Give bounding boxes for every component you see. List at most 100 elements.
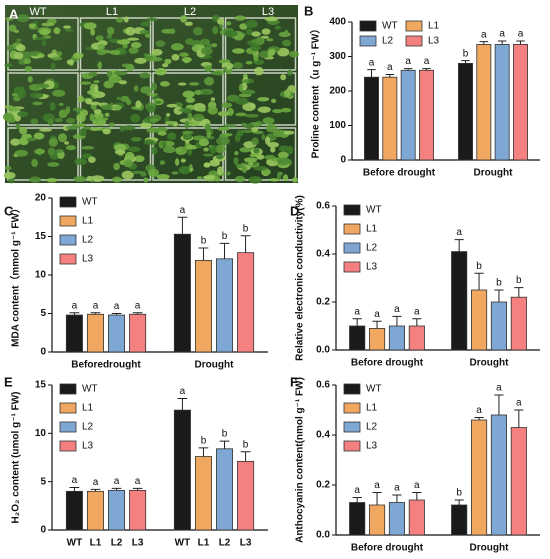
leaf	[189, 168, 194, 172]
leaf	[182, 90, 195, 98]
bar	[369, 327, 386, 351]
leaf	[143, 177, 149, 183]
leaf	[26, 137, 37, 142]
y-tick-label: 20	[35, 193, 47, 204]
leaf	[219, 24, 224, 30]
significance-letter: a	[72, 475, 78, 486]
leaf	[197, 108, 206, 112]
leaf	[179, 52, 189, 57]
leaf	[49, 102, 56, 111]
leaf	[116, 96, 122, 101]
leaf	[209, 144, 217, 154]
leaf	[122, 43, 128, 49]
legend-label: L1	[82, 216, 94, 227]
leaf	[88, 71, 98, 77]
leaf	[223, 133, 233, 137]
leaf	[251, 38, 263, 44]
leaf	[235, 97, 249, 105]
bar	[349, 502, 366, 536]
leaf	[282, 39, 292, 47]
leaf	[6, 44, 15, 51]
leaf	[15, 123, 21, 130]
leaf	[188, 82, 200, 86]
error-bar	[240, 451, 251, 462]
leaf	[29, 176, 42, 183]
leaf	[130, 137, 142, 142]
bar	[129, 489, 147, 531]
leaf	[8, 24, 17, 32]
leaf	[146, 105, 156, 113]
legend-label: L2	[366, 422, 378, 433]
legend-swatch	[343, 204, 361, 216]
leaf	[102, 128, 111, 135]
leaf	[131, 170, 144, 175]
y-tick-label: 0.0	[316, 345, 330, 356]
leaf	[121, 170, 134, 180]
leaf	[207, 106, 218, 115]
y-axis-label: MDA content（mmol g⁻¹ FW）	[9, 203, 22, 347]
y-tick-label: 0	[40, 347, 46, 358]
leaf	[257, 106, 271, 113]
legend-label: L1	[82, 403, 94, 414]
leaf	[286, 69, 293, 76]
leaf	[253, 53, 259, 62]
x-tick-label: Before drought	[351, 358, 424, 369]
leaf	[115, 17, 124, 23]
legend-label: WT	[82, 384, 98, 395]
leaf	[125, 26, 136, 36]
bar	[490, 301, 507, 351]
leaf	[280, 107, 292, 113]
error-bar	[412, 318, 422, 326]
significance-letter: a	[518, 29, 524, 40]
y-tick-label: 0.2	[316, 297, 330, 308]
leaf	[78, 128, 87, 137]
significance-letter: a	[369, 57, 375, 68]
leaf	[244, 114, 259, 118]
significance-letter: a	[496, 383, 502, 394]
error-bar	[219, 242, 230, 259]
error-bar	[514, 287, 524, 298]
y-tick-label: 0.2	[316, 480, 330, 491]
error-bar	[392, 315, 402, 326]
leaf	[265, 123, 277, 133]
leaf	[94, 84, 99, 93]
leaf	[126, 99, 132, 106]
leaf	[128, 47, 139, 54]
error-bar	[367, 69, 376, 78]
bar-label: WT	[67, 538, 83, 549]
error-bar	[352, 497, 362, 503]
leaf	[16, 38, 22, 42]
leaf	[242, 102, 256, 112]
tray	[7, 127, 79, 181]
error-bar	[497, 40, 507, 45]
significance-letter: b	[222, 429, 228, 440]
legend-swatch	[59, 196, 77, 208]
leaf	[8, 106, 20, 112]
significance-letter: a	[354, 306, 360, 317]
leaf	[206, 129, 212, 138]
leaf	[214, 175, 221, 182]
leaf	[261, 28, 271, 35]
leaf	[185, 97, 195, 103]
error-bar	[372, 320, 382, 329]
leaf	[28, 23, 37, 28]
leaf	[248, 161, 254, 167]
error-bar	[198, 447, 209, 457]
leaf	[139, 122, 153, 128]
leaf	[235, 163, 243, 169]
leaf	[19, 126, 28, 135]
leaf	[253, 147, 260, 154]
bar	[451, 251, 468, 351]
leaf	[163, 146, 176, 154]
significance-letter: b	[201, 236, 207, 247]
error-bar	[132, 312, 143, 315]
tray	[7, 17, 79, 71]
leaf	[251, 137, 259, 146]
error-bar	[494, 289, 504, 302]
leaf	[232, 48, 245, 54]
significance-letter: a	[93, 300, 99, 311]
leaf	[241, 89, 256, 95]
leaf	[164, 58, 172, 65]
leaf	[203, 76, 215, 86]
leaf	[204, 65, 213, 72]
